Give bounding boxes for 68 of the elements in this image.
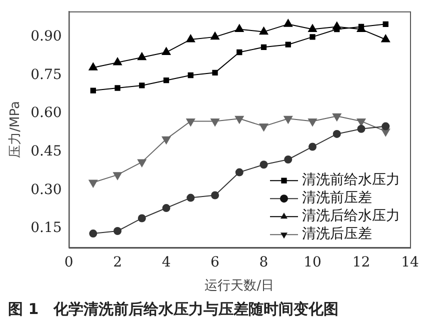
y-tick-label: 0.45: [30, 143, 62, 160]
point: [138, 214, 146, 222]
point: [186, 118, 196, 127]
point: [332, 130, 341, 138]
point: [89, 230, 98, 238]
x-tick-label: 10: [304, 254, 322, 271]
point: [258, 26, 269, 35]
point: [235, 168, 244, 176]
x-tick-label: 0: [64, 254, 74, 271]
point: [308, 142, 317, 151]
point: [308, 24, 318, 32]
point: [162, 204, 170, 212]
point: [382, 21, 388, 27]
legend-label: 清洗后给水压力: [302, 208, 400, 224]
point: [162, 46, 172, 56]
y-tick-label: 0.90: [30, 28, 62, 45]
point: [284, 156, 292, 164]
point: [163, 78, 170, 84]
point: [283, 116, 293, 124]
point: [380, 34, 390, 42]
point: [112, 56, 122, 66]
y-tick-label: 0.60: [30, 105, 62, 122]
point: [258, 124, 269, 132]
caption: 图 1 化学清洗前后给水压力与压差随时间变化图: [7, 300, 340, 319]
point: [90, 88, 96, 94]
point: [283, 18, 293, 27]
y-tick-label: 0.30: [30, 182, 62, 198]
point: [382, 122, 390, 130]
x-tick-label: 14: [401, 254, 419, 271]
point: [139, 82, 145, 88]
point: [260, 44, 267, 50]
x-tick-label: 2: [113, 254, 122, 271]
y-tick-label: 0.15: [30, 220, 62, 236]
point: [188, 72, 194, 78]
point: [186, 194, 195, 202]
x-tick-label: 8: [259, 254, 268, 271]
point: [236, 49, 242, 56]
point: [112, 172, 122, 180]
point: [137, 52, 147, 60]
point: [88, 62, 98, 70]
point: [210, 118, 220, 127]
point: [186, 34, 196, 42]
point: [285, 42, 291, 48]
point: [234, 116, 244, 124]
point: [114, 85, 120, 91]
point: [162, 136, 172, 145]
point: [210, 31, 220, 40]
x-tick-label: 6: [210, 254, 220, 271]
point: [137, 159, 147, 168]
point: [212, 70, 218, 76]
legend-label: 清洗前压差: [302, 190, 372, 206]
x-tick-label: 4: [162, 254, 171, 271]
x-axis-title: 运行天数/日: [204, 278, 274, 294]
point: [332, 113, 342, 122]
point: [234, 24, 244, 32]
x-tick-label: 12: [352, 254, 370, 271]
legend-label: 清洗后压差: [302, 226, 372, 242]
point: [114, 227, 122, 235]
point: [358, 24, 364, 30]
y-axis-title: 压力/MPa: [8, 101, 24, 158]
legend-label: 清洗前给水压力: [302, 172, 400, 188]
point: [211, 191, 220, 200]
point: [357, 124, 366, 133]
point: [260, 160, 268, 169]
point: [308, 118, 318, 127]
point: [310, 34, 316, 40]
point: [88, 180, 98, 188]
y-tick-label: 0.75: [30, 66, 62, 83]
